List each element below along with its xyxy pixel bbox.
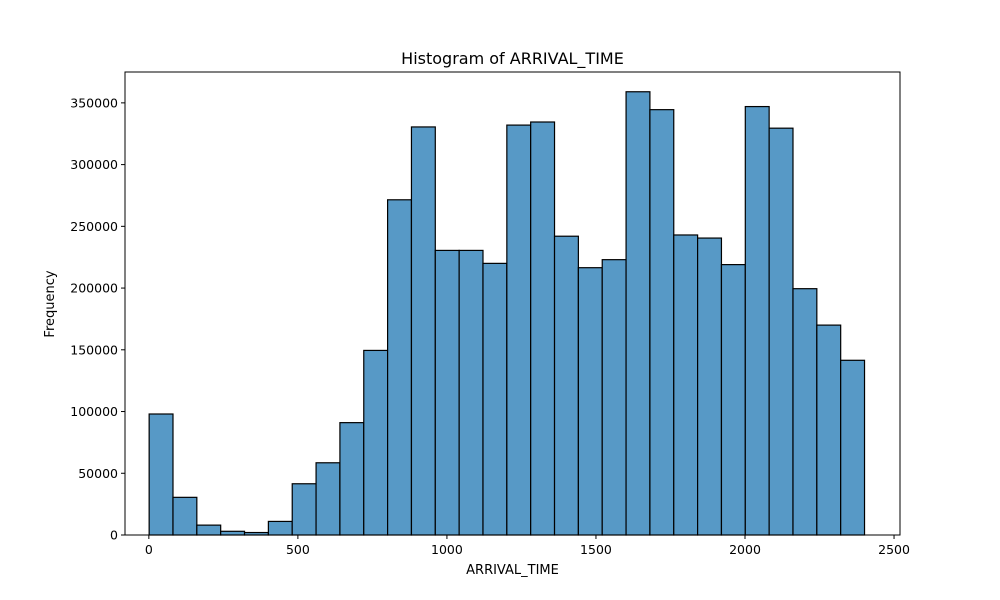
histogram-bar [220,530,246,536]
x-tick-label: 1500 [580,542,612,557]
histogram-bar [649,109,675,536]
y-tick-label: 150000 [70,342,118,357]
histogram-bar [291,483,317,536]
histogram-bar [577,267,603,536]
x-tick-label: 2000 [729,542,761,557]
histogram-bar [625,91,651,536]
y-axis: 0 50000 100000 150000 200000 250000 300000 3500… [70,95,125,543]
histogram-bar [482,262,508,536]
histogram-bar [148,413,174,536]
x-tick-label: 2500 [878,542,910,557]
plot-frame [124,71,901,536]
histogram-bar [792,288,818,536]
histogram-bar [840,359,866,536]
histogram-bar [458,249,484,536]
histogram-bar [315,462,341,536]
histogram-bar [267,520,293,536]
histogram-bar [673,234,699,536]
histogram-bar [553,235,579,536]
y-tick-label: 300000 [70,157,118,172]
histogram-bar [172,496,198,536]
histogram-bar [816,324,842,536]
x-tick-label: 500 [286,542,310,557]
y-tick-label: 250000 [70,219,118,234]
histogram-bar [363,349,389,536]
x-tick-label: 0 [145,542,153,557]
x-axis: 0 500 1000 1500 2000 2500 [145,535,910,557]
chart-title: Histogram of ARRIVAL_TIME [401,49,624,69]
histogram-bar [530,121,556,536]
y-tick-label: 0 [110,528,118,543]
x-axis-label: ARRIVAL_TIME [466,563,559,578]
histogram-bar [434,249,460,536]
histogram-bar [196,524,222,536]
histogram-bar [339,422,365,536]
histogram-bar [697,237,723,536]
histogram-bar [387,199,413,536]
histogram-bar [744,105,770,536]
y-axis-label: Frequency [43,270,58,337]
histogram-bar [768,127,794,536]
y-tick-label: 200000 [70,281,118,296]
y-tick-label: 350000 [70,95,118,110]
histogram-bar [506,124,532,536]
y-tick-label: 100000 [70,404,118,419]
bars-group [148,91,866,536]
x-tick-label: 1000 [431,542,463,557]
histogram-bar [720,264,746,536]
y-tick-label: 50000 [78,466,118,481]
histogram-bar [410,126,436,536]
histogram-bar [601,259,627,536]
